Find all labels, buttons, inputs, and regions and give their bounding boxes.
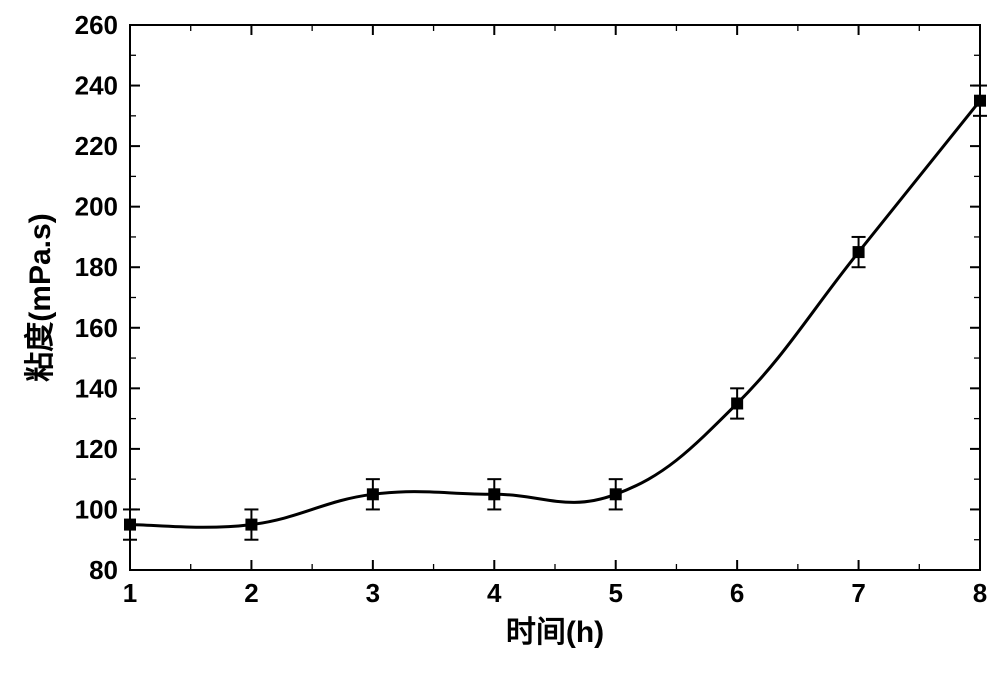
x-ticklabel: 1 <box>123 578 137 608</box>
y-ticklabel: 120 <box>75 434 118 464</box>
x-ticklabel: 8 <box>973 578 987 608</box>
data-marker <box>488 488 500 500</box>
data-marker <box>367 488 379 500</box>
y-ticklabel: 260 <box>75 10 118 40</box>
y-ticklabel: 200 <box>75 192 118 222</box>
y-ticklabel: 100 <box>75 494 118 524</box>
y-ticklabel: 140 <box>75 373 118 403</box>
data-marker <box>610 488 622 500</box>
data-marker <box>245 519 257 531</box>
data-marker <box>974 95 986 107</box>
x-ticklabel: 5 <box>608 578 622 608</box>
y-ticklabel: 160 <box>75 313 118 343</box>
x-ticklabel: 7 <box>851 578 865 608</box>
x-ticklabel: 4 <box>487 578 502 608</box>
y-axis-label: 粘度(mPa.s) <box>24 213 57 381</box>
y-ticklabel: 80 <box>89 555 118 585</box>
x-axis-label: 时间(h) <box>506 616 604 649</box>
data-marker <box>731 397 743 409</box>
y-ticklabel: 240 <box>75 71 118 101</box>
y-ticklabel: 180 <box>75 252 118 282</box>
data-marker <box>853 246 865 258</box>
x-ticklabel: 6 <box>730 578 744 608</box>
chart-svg: 1 2 3 4 5 6 7 8 80 100 120 140 160 180 200 220 240 260 时间(… <box>0 0 1000 675</box>
x-ticklabel: 2 <box>244 578 258 608</box>
x-ticklabel: 3 <box>366 578 380 608</box>
series-line <box>130 101 980 528</box>
y-ticklabel: 220 <box>75 131 118 161</box>
viscosity-chart: 1 2 3 4 5 6 7 8 80 100 120 140 160 180 200 220 240 260 时间(… <box>0 0 1000 675</box>
data-marker <box>124 519 136 531</box>
